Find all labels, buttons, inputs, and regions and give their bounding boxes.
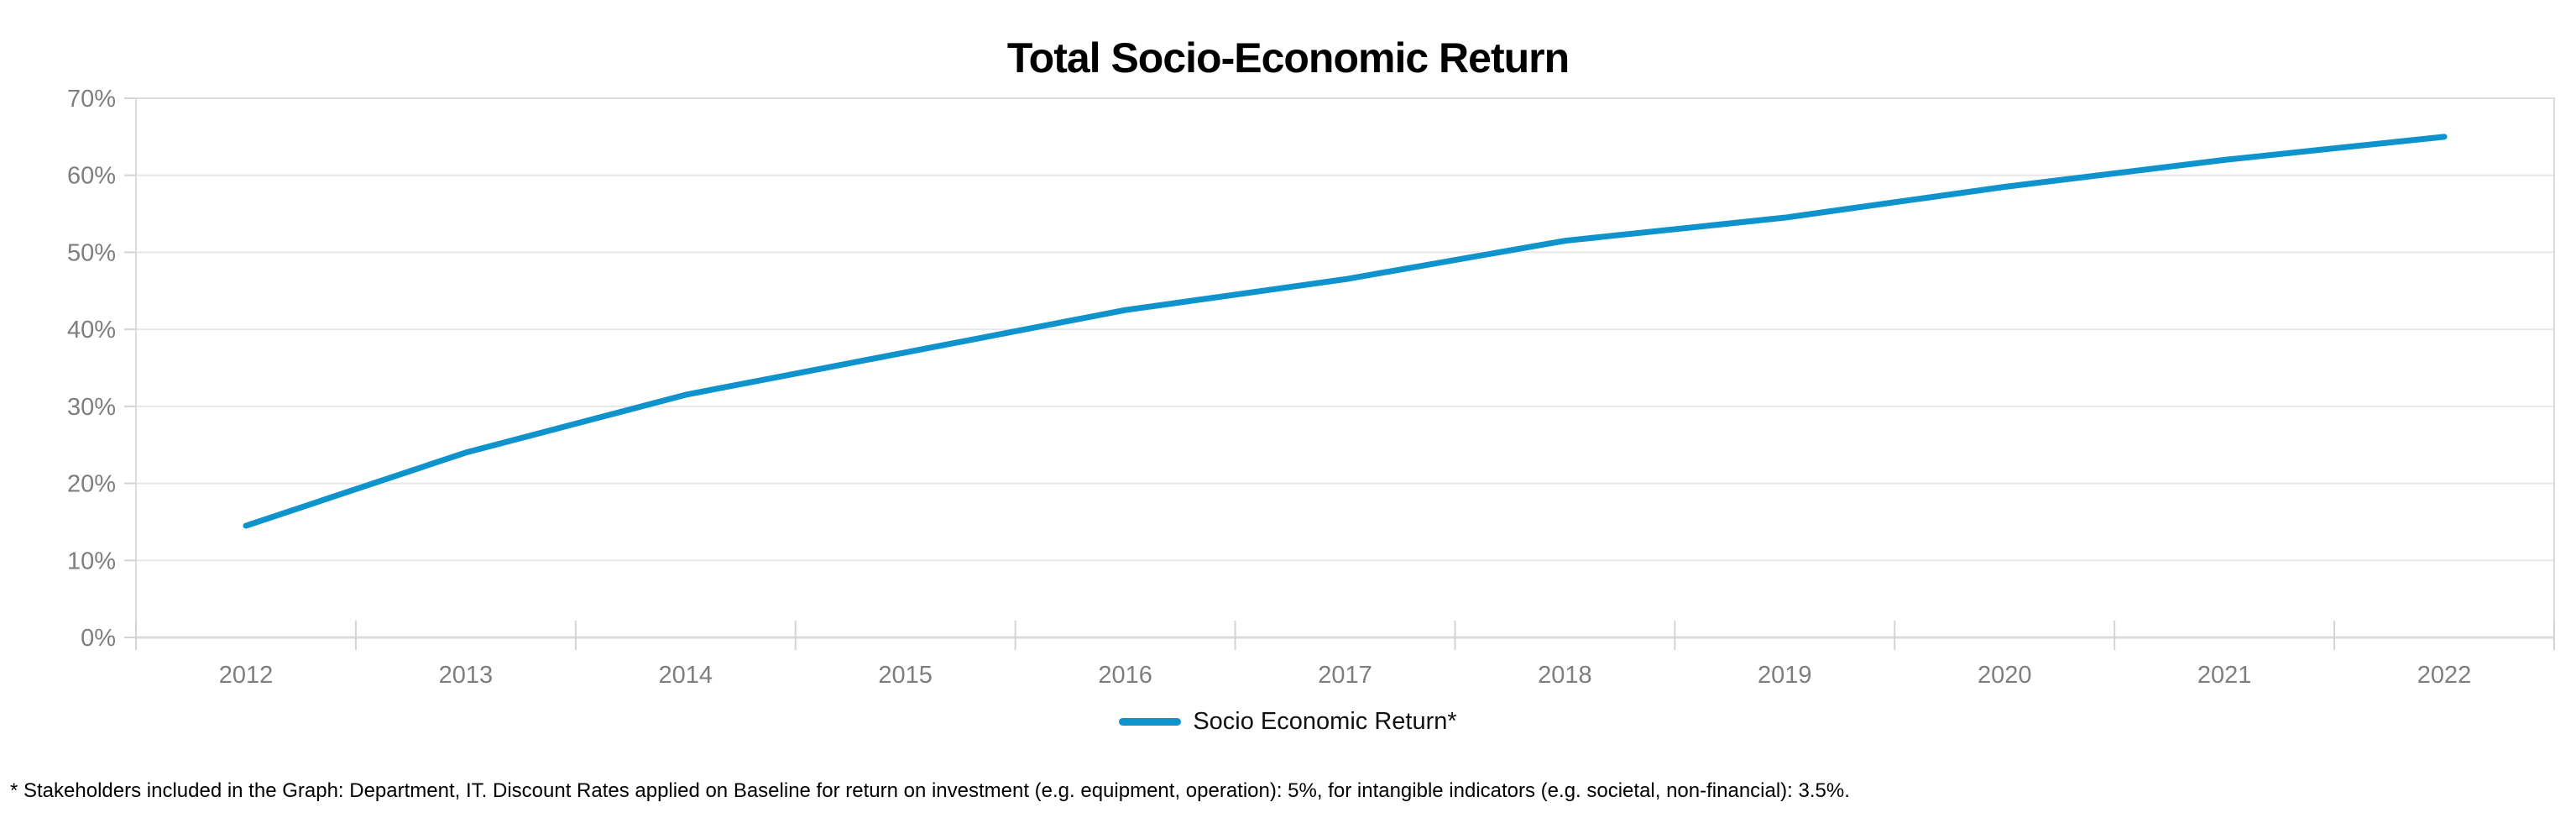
- x-axis-tick-label: 2021: [2197, 662, 2252, 689]
- y-axis-tick-label: 30%: [67, 394, 116, 421]
- y-axis-tick-label: 60%: [67, 163, 116, 190]
- x-axis-tick-label: 2017: [1318, 662, 1372, 689]
- legend-line-swatch: [1119, 718, 1182, 726]
- y-axis-tick-label: 70%: [67, 86, 116, 113]
- x-axis-tick-label: 2014: [659, 662, 713, 689]
- legend-label: Socio Economic Return*: [1193, 708, 1457, 735]
- legend[interactable]: Socio Economic Return*: [0, 708, 2576, 736]
- y-axis-tick-label: 40%: [67, 317, 116, 343]
- x-axis-tick-label: 2012: [219, 662, 274, 689]
- x-axis-tick-label: 2016: [1098, 662, 1152, 689]
- x-axis-tick-label: 2020: [1978, 662, 2032, 689]
- x-axis-tick-label: 2013: [439, 662, 494, 689]
- y-axis-tick-label: 50%: [67, 239, 116, 266]
- footnote: * Stakeholders included in the Graph: De…: [10, 779, 1850, 802]
- plot-border: [135, 97, 2555, 638]
- series-line-socio-economic-return[interactable]: [243, 134, 2448, 529]
- y-axis-tick-label: 0%: [81, 625, 116, 652]
- chart-title: Total Socio-Economic Return: [1006, 34, 1570, 81]
- x-axis-tick-label: 2015: [878, 662, 933, 689]
- x-axis-tick-label: 2022: [2417, 662, 2472, 689]
- y-axis-tick-label: 20%: [67, 471, 116, 498]
- x-axis-tick-label: 2019: [1758, 662, 1812, 689]
- x-axis-tick-label: 2018: [1538, 662, 1592, 689]
- y-axis-tick-label: 10%: [67, 548, 116, 574]
